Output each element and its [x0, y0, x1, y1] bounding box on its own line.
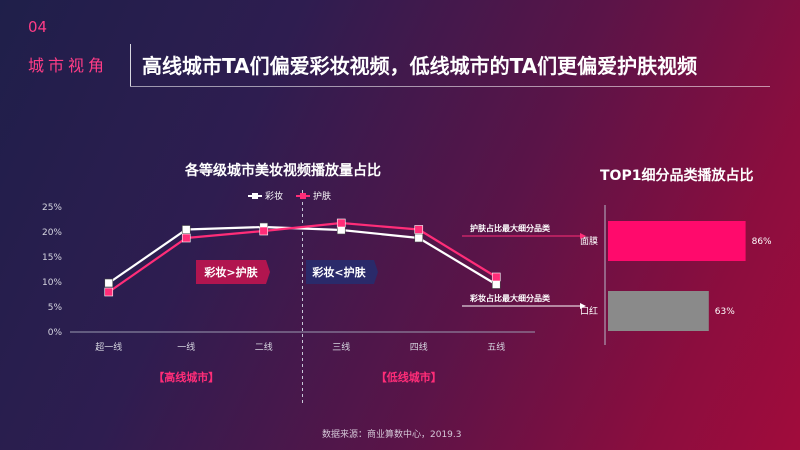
- compare-label-right: 彩妆<护肤: [311, 265, 366, 279]
- legend-marker: [252, 193, 258, 199]
- data-point-skincare: [414, 225, 424, 234]
- data-point-skincare: [491, 272, 501, 282]
- y-tick-label: 15%: [42, 253, 62, 263]
- bar-note: 彩妆占比最大细分品类: [469, 293, 550, 303]
- data-point-makeup: [104, 278, 114, 288]
- legend-label: 护肤: [313, 190, 331, 202]
- legend-label: 彩妆: [265, 190, 283, 202]
- compare-box-left-edge: [196, 260, 198, 284]
- legend-marker: [300, 193, 306, 199]
- bar-chart-title: TOP1细分品类播放占比: [600, 168, 754, 184]
- x-tick-label: 五线: [487, 341, 505, 353]
- x-tick-label: 一线: [177, 341, 195, 353]
- bar-value-label: 86%: [752, 237, 772, 247]
- data-source: 数据来源：商业算数中心，2019.3: [322, 430, 462, 440]
- group-label-high: 【高线城市】: [153, 370, 219, 384]
- bar-category-label: 口红: [580, 305, 598, 317]
- y-tick-label: 25%: [42, 203, 62, 213]
- y-tick-label: 0%: [48, 328, 63, 338]
- data-point-makeup: [181, 225, 191, 234]
- compare-label-left: 彩妆>护肤: [203, 265, 258, 279]
- header-divider: [130, 44, 131, 86]
- data-point-skincare: [181, 233, 191, 243]
- compare-box-right: [306, 260, 378, 284]
- y-tick-label: 10%: [42, 278, 62, 288]
- bar-mask: [608, 221, 746, 261]
- series-line-skincare: [108, 221, 497, 293]
- y-tick-label: 20%: [42, 228, 62, 238]
- group-label-low: 【低线城市】: [376, 370, 442, 384]
- bar-value-label: 63%: [715, 307, 735, 317]
- x-tick-label: 三线: [332, 341, 350, 353]
- x-tick-label: 二线: [255, 341, 273, 353]
- section-number: 04: [28, 18, 48, 36]
- header-underline: [130, 86, 770, 87]
- x-tick-label: 超一线: [95, 341, 122, 353]
- compare-box-left: [198, 260, 270, 284]
- data-point-makeup: [491, 280, 501, 289]
- series-line-makeup: [108, 225, 497, 286]
- bar-note: 护肤占比最大细分品类: [470, 223, 550, 233]
- line-chart-title: 各等级城市美妆视频播放量占比: [185, 163, 381, 179]
- data-point-makeup: [414, 233, 424, 243]
- data-point-skincare: [336, 218, 346, 228]
- page-headline: 高线城市TA们偏爱彩妆视频，低线城市的TA们更偏爱护肤视频: [142, 54, 698, 78]
- data-point-skincare: [259, 226, 269, 236]
- bar-lipstick: [608, 291, 709, 331]
- bar-category-label: 面膜: [580, 236, 598, 247]
- bar-note-arrow-head: [580, 233, 586, 239]
- x-tick-label: 四线: [410, 341, 428, 353]
- data-point-skincare: [104, 287, 114, 297]
- section-name: 城市视角: [28, 56, 109, 75]
- bar-note-arrow-head: [580, 303, 586, 309]
- y-tick-label: 5%: [48, 303, 63, 313]
